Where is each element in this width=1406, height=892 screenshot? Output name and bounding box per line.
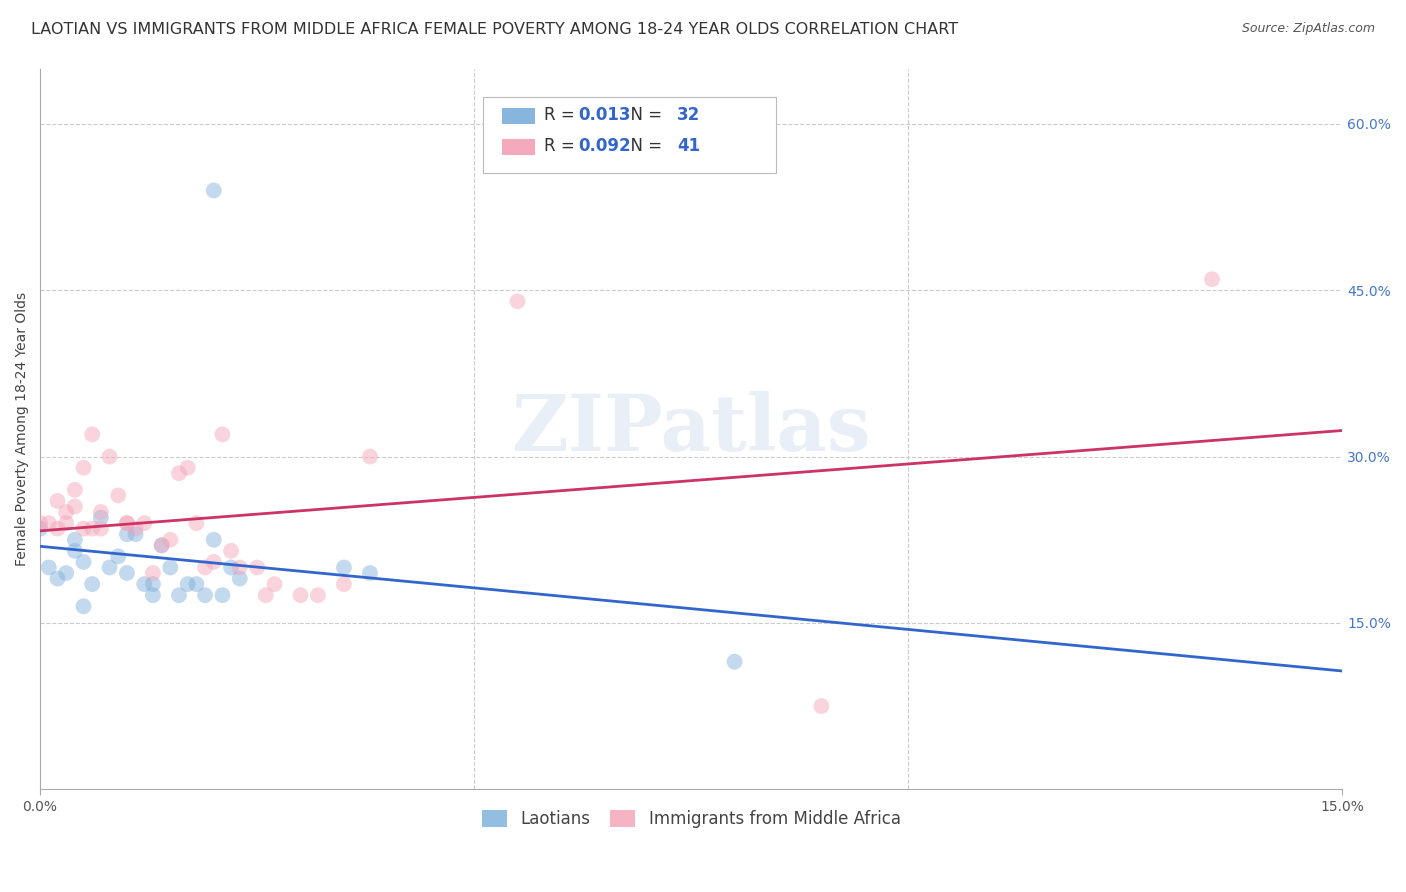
Point bbox=[30, 516, 52, 530]
Point bbox=[202, 184, 225, 198]
Text: 0.013: 0.013 bbox=[578, 106, 630, 124]
Point bbox=[167, 588, 190, 602]
Point bbox=[142, 588, 165, 602]
Point bbox=[159, 560, 181, 574]
Point bbox=[150, 538, 173, 552]
Text: 32: 32 bbox=[676, 106, 700, 124]
Point bbox=[142, 566, 165, 580]
Y-axis label: Female Poverty Among 18-24 Year Olds: Female Poverty Among 18-24 Year Olds bbox=[15, 292, 30, 566]
Point bbox=[90, 505, 112, 519]
Text: LAOTIAN VS IMMIGRANTS FROM MIDDLE AFRICA FEMALE POVERTY AMONG 18-24 YEAR OLDS CO: LAOTIAN VS IMMIGRANTS FROM MIDDLE AFRICA… bbox=[31, 22, 957, 37]
Point bbox=[290, 588, 312, 602]
Point bbox=[359, 450, 381, 464]
Point bbox=[167, 467, 190, 481]
Point bbox=[333, 577, 356, 591]
Text: R =: R = bbox=[544, 137, 581, 155]
Point bbox=[72, 522, 94, 536]
Point bbox=[134, 577, 156, 591]
Point bbox=[307, 588, 329, 602]
Point bbox=[142, 577, 165, 591]
Point bbox=[90, 522, 112, 536]
Point bbox=[55, 566, 77, 580]
Point bbox=[38, 560, 60, 574]
FancyBboxPatch shape bbox=[502, 139, 534, 155]
Point bbox=[159, 533, 181, 547]
Point bbox=[115, 527, 138, 541]
Point bbox=[63, 533, 86, 547]
Point bbox=[72, 460, 94, 475]
Point bbox=[98, 450, 121, 464]
Point bbox=[63, 483, 86, 497]
Point bbox=[194, 560, 217, 574]
Point bbox=[63, 500, 86, 514]
Point bbox=[30, 522, 52, 536]
Point bbox=[202, 555, 225, 569]
FancyBboxPatch shape bbox=[482, 97, 776, 173]
Point bbox=[115, 516, 138, 530]
Point bbox=[46, 522, 69, 536]
Point bbox=[55, 516, 77, 530]
Point bbox=[359, 566, 381, 580]
Point bbox=[82, 522, 104, 536]
Text: 41: 41 bbox=[676, 137, 700, 155]
Point bbox=[150, 538, 173, 552]
Point bbox=[46, 494, 69, 508]
Point bbox=[72, 599, 94, 614]
Point bbox=[124, 522, 146, 536]
Point bbox=[186, 577, 208, 591]
Text: Source: ZipAtlas.com: Source: ZipAtlas.com bbox=[1241, 22, 1375, 36]
Point bbox=[263, 577, 285, 591]
Point bbox=[82, 577, 104, 591]
Point bbox=[229, 572, 252, 586]
Text: R =: R = bbox=[544, 106, 581, 124]
Point bbox=[246, 560, 269, 574]
Text: N =: N = bbox=[620, 137, 666, 155]
Point bbox=[72, 555, 94, 569]
Point bbox=[90, 510, 112, 524]
Point bbox=[82, 427, 104, 442]
Point bbox=[211, 427, 233, 442]
Point bbox=[98, 560, 121, 574]
Point bbox=[194, 588, 217, 602]
Point bbox=[202, 533, 225, 547]
Point bbox=[254, 588, 277, 602]
FancyBboxPatch shape bbox=[502, 108, 534, 124]
Point bbox=[1201, 272, 1223, 286]
Point bbox=[333, 560, 356, 574]
Point bbox=[219, 560, 242, 574]
Point bbox=[186, 516, 208, 530]
Point bbox=[176, 460, 198, 475]
Point bbox=[124, 527, 146, 541]
Point bbox=[134, 516, 156, 530]
Point bbox=[55, 505, 77, 519]
Point bbox=[219, 544, 242, 558]
Point bbox=[176, 577, 198, 591]
Text: ZIPatlas: ZIPatlas bbox=[512, 391, 870, 467]
Point bbox=[211, 588, 233, 602]
Point bbox=[63, 544, 86, 558]
Point bbox=[107, 549, 129, 564]
Point bbox=[107, 488, 129, 502]
Text: 0.092: 0.092 bbox=[578, 137, 630, 155]
Legend: Laotians, Immigrants from Middle Africa: Laotians, Immigrants from Middle Africa bbox=[475, 804, 907, 835]
Point bbox=[810, 699, 832, 714]
Point bbox=[506, 294, 529, 309]
Point bbox=[38, 516, 60, 530]
Point bbox=[229, 560, 252, 574]
Point bbox=[115, 516, 138, 530]
Point bbox=[723, 655, 745, 669]
Text: N =: N = bbox=[620, 106, 666, 124]
Point bbox=[115, 566, 138, 580]
Point bbox=[46, 572, 69, 586]
